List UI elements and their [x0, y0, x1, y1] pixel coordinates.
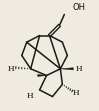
Text: H: H — [72, 89, 79, 97]
Text: H: H — [7, 65, 14, 73]
Polygon shape — [60, 68, 73, 70]
Text: OH: OH — [72, 3, 85, 12]
Text: H: H — [75, 65, 82, 73]
Text: H: H — [26, 92, 33, 100]
Polygon shape — [38, 74, 47, 76]
